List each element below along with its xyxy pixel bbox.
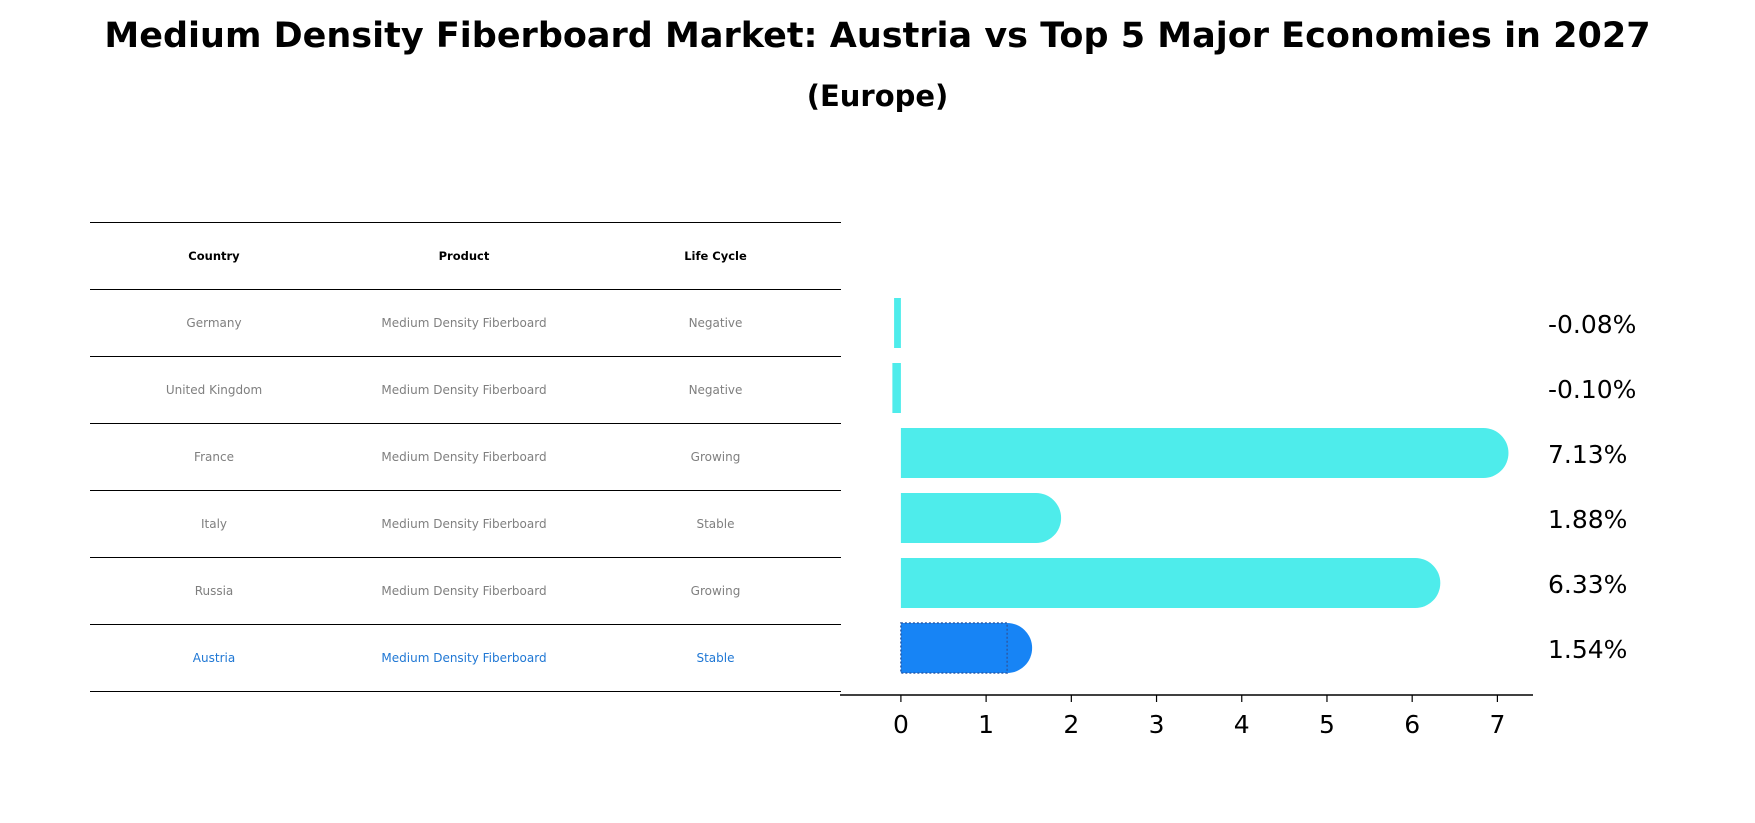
- highlighted-bar: [900, 623, 1033, 673]
- x-axis-tick-label: 4: [1234, 710, 1250, 739]
- horizontal-bar-chart-container: -0.08% -0.10% 7.13% 1.88% 6.33% 1.54% 0 1 2 3 4 5 6 7: [840, 285, 1636, 745]
- table-row: United Kingdom Medium Density Fiberboard…: [90, 356, 841, 424]
- x-axis-tick-label: 0: [893, 710, 909, 739]
- bar-value-label: -0.08%: [1548, 310, 1636, 339]
- x-axis-tick-label: 5: [1319, 710, 1335, 739]
- table-row: Germany Medium Density Fiberboard Negati…: [90, 289, 841, 357]
- x-axis-tick-label: 3: [1149, 710, 1165, 739]
- product-cell: Medium Density Fiberboard: [338, 289, 590, 357]
- bar-value-label: -0.10%: [1548, 375, 1636, 404]
- bar-value-label: 7.13%: [1548, 440, 1627, 469]
- x-axis-tick-label: 7: [1489, 710, 1505, 739]
- bar-value-label: 6.33%: [1548, 570, 1627, 599]
- highlighted-product-cell: Medium Density Fiberboard: [338, 624, 590, 692]
- product-column-header: Product: [338, 222, 590, 290]
- horizontal-bar-chart: -0.08% -0.10% 7.13% 1.88% 6.33% 1.54% 0 1 2 3 4 5 6 7: [840, 298, 1636, 739]
- highlighted-life-cycle-cell: Stable: [590, 624, 841, 692]
- life-cycle-cell: Growing: [590, 557, 841, 625]
- country-cell: France: [90, 423, 338, 491]
- country-life-cycle-table-container: Country Product Life Cycle Germany Mediu…: [90, 222, 841, 692]
- table-row: Italy Medium Density Fiberboard Stable: [90, 490, 841, 558]
- highlighted-bar-outline: [900, 622, 1008, 674]
- product-cell: Medium Density Fiberboard: [338, 490, 590, 558]
- country-cell: United Kingdom: [90, 356, 338, 424]
- life-cycle-column-header: Life Cycle: [590, 222, 841, 290]
- life-cycle-cell: Negative: [590, 356, 841, 424]
- highlighted-country-cell: Austria: [90, 624, 338, 692]
- life-cycle-cell: Stable: [590, 490, 841, 558]
- product-cell: Medium Density Fiberboard: [338, 356, 590, 424]
- country-column-header: Country: [90, 222, 338, 290]
- table-row: Russia Medium Density Fiberboard Growing: [90, 557, 841, 625]
- bar-value-label: 1.54%: [1548, 635, 1627, 664]
- bar: [894, 298, 901, 348]
- bar: [900, 428, 1509, 478]
- life-cycle-cell: Growing: [590, 423, 841, 491]
- country-cell: Germany: [90, 289, 338, 357]
- bar: [892, 363, 901, 413]
- x-axis-tick-label: 6: [1404, 710, 1420, 739]
- chart-subtitle: (Europe): [806, 79, 949, 113]
- product-cell: Medium Density Fiberboard: [338, 557, 590, 625]
- table-row: France Medium Density Fiberboard Growing: [90, 423, 841, 491]
- highlighted-table-row: Austria Medium Density Fiberboard Stable: [90, 624, 841, 692]
- product-cell: Medium Density Fiberboard: [338, 423, 590, 491]
- table-header-row: Country Product Life Cycle: [90, 222, 841, 290]
- bar: [900, 558, 1441, 608]
- x-axis-tick-label: 1: [978, 710, 994, 739]
- bar: [900, 493, 1062, 543]
- country-life-cycle-table: Country Product Life Cycle Germany Mediu…: [90, 222, 841, 692]
- life-cycle-cell: Negative: [590, 289, 841, 357]
- country-cell: Russia: [90, 557, 338, 625]
- country-cell: Italy: [90, 490, 338, 558]
- chart-title: Medium Density Fiberboard Market: Austri…: [104, 16, 1651, 56]
- bar-value-label: 1.88%: [1548, 505, 1627, 534]
- x-axis-tick-label: 2: [1063, 710, 1079, 739]
